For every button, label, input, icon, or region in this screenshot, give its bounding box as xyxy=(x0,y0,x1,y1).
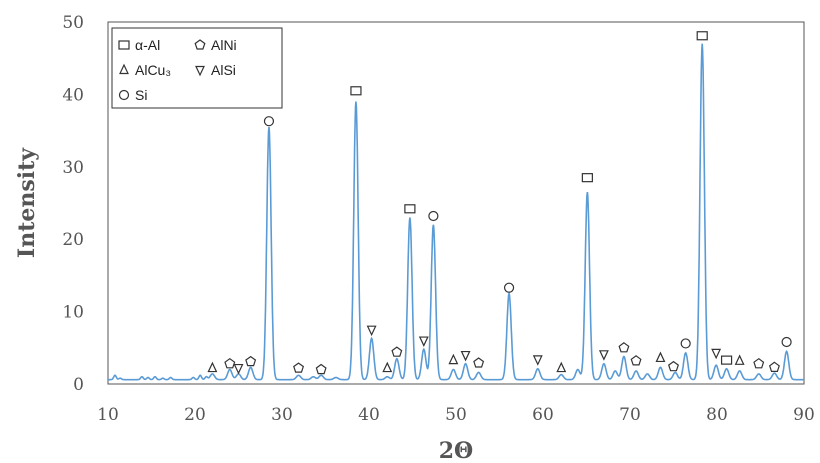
circle-marker xyxy=(428,210,439,222)
x-axis-label: 2Θ xyxy=(439,438,473,463)
triangle-down-marker xyxy=(711,348,722,360)
x-tick-label: 30 xyxy=(271,405,293,425)
x-tick-label: 20 xyxy=(184,405,206,425)
square-marker xyxy=(720,355,733,365)
plot-frame xyxy=(107,21,805,385)
square-marker xyxy=(404,204,416,214)
pentagon-marker xyxy=(224,357,236,369)
triangle-up-marker xyxy=(382,361,393,373)
pentagon-marker xyxy=(293,362,305,373)
legend: α-Al AlNi AlCu₃ AlSi Si xyxy=(111,27,283,109)
triangle-down-marker xyxy=(366,325,377,337)
y-tick-label: 50 xyxy=(62,13,84,33)
triangle-down-marker xyxy=(598,350,609,361)
y-tick-label: 10 xyxy=(62,303,84,323)
pentagon-marker xyxy=(768,361,780,372)
square-marker xyxy=(696,31,708,41)
x-tick-label: 70 xyxy=(619,405,641,425)
xrd-pattern-line xyxy=(108,43,804,381)
legend-pentagon-icon xyxy=(194,39,206,50)
axes xyxy=(107,21,805,385)
pentagon-marker xyxy=(630,355,642,366)
square-marker xyxy=(581,173,593,183)
circle-marker xyxy=(781,336,792,348)
y-tick-label: 40 xyxy=(62,85,84,105)
y-tick-label: 20 xyxy=(62,230,84,250)
legend-label: AlSi xyxy=(211,62,236,78)
series xyxy=(108,43,804,381)
x-tick-label: 10 xyxy=(97,405,119,425)
legend-label: Si xyxy=(135,87,147,103)
legend-label: AlNi xyxy=(211,37,237,53)
legend-square-icon xyxy=(118,40,130,50)
pentagon-marker xyxy=(245,355,257,367)
triangle-down-marker xyxy=(233,363,244,375)
circle-marker xyxy=(680,338,691,349)
triangle-down-marker xyxy=(418,336,429,347)
pentagon-marker xyxy=(667,360,680,372)
pentagon-marker xyxy=(391,346,403,357)
triangle-down-marker xyxy=(532,355,543,366)
x-tick-label: 60 xyxy=(532,405,554,425)
pentagon-marker xyxy=(618,342,630,353)
triangle-up-marker xyxy=(655,351,666,363)
pentagon-marker xyxy=(473,357,485,368)
triangle-up-marker xyxy=(207,361,218,373)
triangle-up-marker xyxy=(448,353,459,365)
x-tick-label: 80 xyxy=(706,405,728,425)
triangle-down-marker xyxy=(460,350,471,362)
x-tick-label: 50 xyxy=(445,405,467,425)
legend-triangle-up-icon xyxy=(119,63,129,75)
square-marker xyxy=(350,86,362,96)
x-tick-label: 40 xyxy=(358,405,380,425)
tick-labels: 10 20 30 40 50 60 70 80 90 0 10 20 30 40 50 xyxy=(62,13,814,425)
triangle-up-marker xyxy=(556,361,567,373)
circle-marker xyxy=(263,116,275,127)
legend-label: α-Al xyxy=(135,37,160,53)
circle-marker xyxy=(503,282,515,293)
x-tick-label: 90 xyxy=(793,405,815,425)
triangle-up-marker xyxy=(734,354,745,365)
y-tick-label: 0 xyxy=(73,375,84,395)
legend-triangle-down-icon xyxy=(195,65,205,77)
legend-circle-icon xyxy=(118,89,130,101)
y-axis-label: Intensity xyxy=(14,147,40,258)
y-tick-label: 30 xyxy=(62,158,84,178)
peak-markers xyxy=(207,31,792,375)
pentagon-marker xyxy=(753,357,765,369)
pentagon-marker xyxy=(315,363,327,375)
legend-label: AlCu₃ xyxy=(135,62,171,78)
